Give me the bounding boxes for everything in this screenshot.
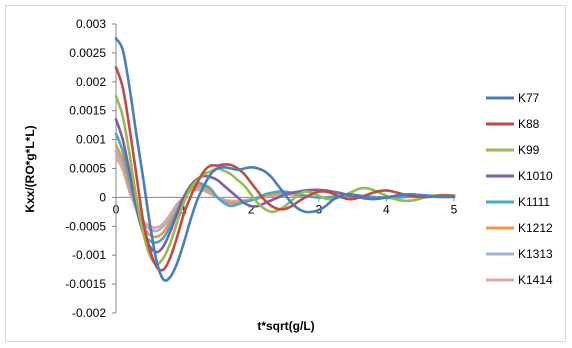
x-tick-label: 4 [383, 202, 390, 216]
line-chart: 0.003 0.0025 0.002 0.0015 0.001 0.0005 0 -0.000… [23, 17, 553, 333]
legend-label: K1111 [518, 195, 550, 209]
legend-label: K99 [518, 143, 540, 157]
y-tick-label: -0.002 [72, 306, 106, 320]
series-line-k99 [114, 94, 456, 266]
y-tick-label: 0 [99, 190, 106, 204]
legend-label: K88 [518, 117, 540, 131]
x-tick-label: 2 [248, 202, 255, 216]
y-tick-label: -0.0015 [65, 277, 106, 291]
y-axis-title: Kxx/(RO*g*L*L) [23, 125, 37, 212]
series-line-k77 [114, 37, 456, 282]
legend-label: K1010 [518, 169, 553, 183]
y-axis-ticks: 0.003 0.0025 0.002 0.0015 0.001 0.0005 0 -0.000… [65, 17, 116, 320]
legend-label: K1414 [518, 273, 553, 287]
legend: K77 K88 K99 K1010 K1111 K1212 K1313 K1414 [486, 91, 553, 287]
y-tick-label: 0.0005 [69, 162, 106, 176]
y-tick-label: 0.0025 [69, 46, 106, 60]
axes [115, 24, 454, 313]
x-tick-label: 1 [180, 202, 187, 216]
legend-label: K77 [518, 91, 540, 105]
y-tick-label: 0.0015 [69, 104, 106, 118]
series-line-k88 [114, 66, 456, 272]
chart-frame: 0.003 0.0025 0.002 0.0015 0.001 0.0005 0 -0.000… [5, 5, 566, 342]
y-tick-label: 0.001 [76, 133, 106, 147]
legend-label: K1212 [518, 221, 553, 235]
y-tick-label: 0.003 [76, 17, 106, 31]
y-tick-label: -0.0005 [65, 219, 106, 233]
x-tick-label: 5 [451, 202, 458, 216]
series-line-k1111 [114, 132, 456, 244]
series-lines [114, 37, 456, 282]
y-tick-label: -0.001 [72, 248, 106, 262]
y-tick-label: 0.002 [76, 75, 106, 89]
x-axis-title: t*sqrt(g/L) [257, 319, 314, 333]
legend-label: K1313 [518, 247, 553, 261]
